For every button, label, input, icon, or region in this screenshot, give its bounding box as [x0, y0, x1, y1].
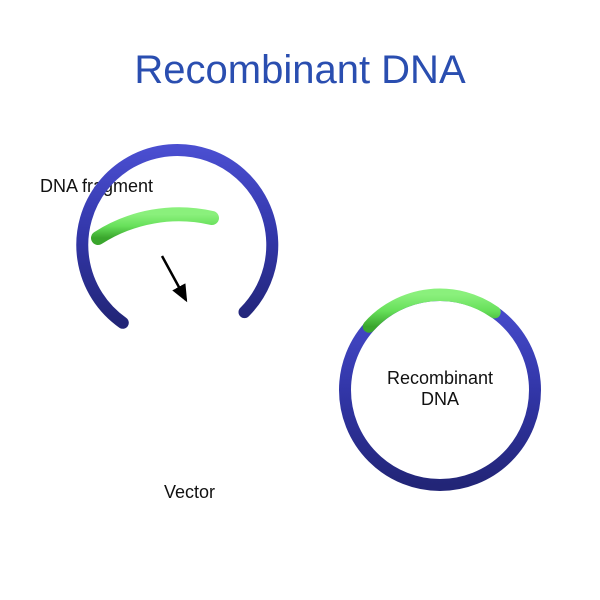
diagram-svg — [0, 0, 600, 600]
dna-fragment-arc — [98, 214, 212, 238]
recombinant-plasmid-insert — [369, 295, 495, 327]
diagram-canvas: Recombinant DNA DNA fragment Vector Reco… — [0, 0, 600, 600]
insertion-arrow — [162, 256, 186, 300]
